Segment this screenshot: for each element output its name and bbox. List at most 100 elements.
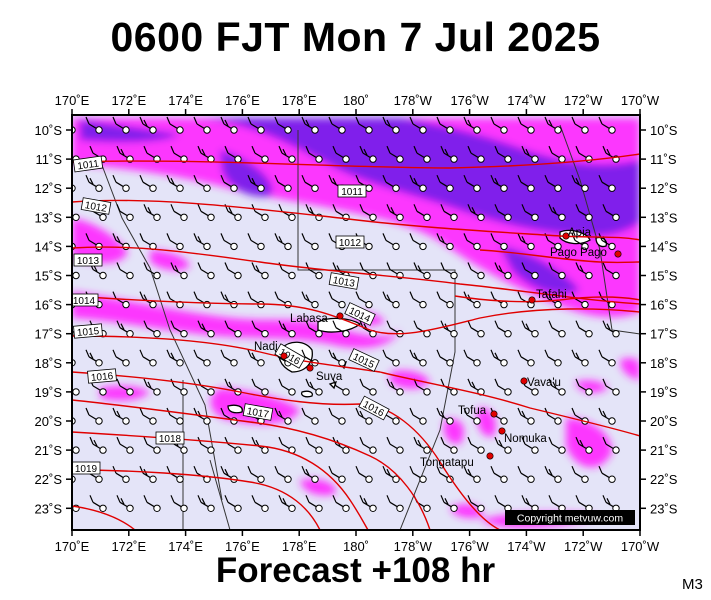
barb-feather xyxy=(143,262,148,270)
barb-feather xyxy=(143,145,148,154)
barb-feather xyxy=(413,320,418,328)
barb-station xyxy=(261,330,269,338)
barb-station xyxy=(608,126,616,134)
barb-feather xyxy=(409,174,414,183)
wind-barb xyxy=(89,436,107,454)
isobar-label: 1017 xyxy=(242,403,274,421)
barb-feather xyxy=(193,116,198,125)
wind-barb xyxy=(544,349,562,367)
barb-station xyxy=(180,271,188,280)
barb-feather xyxy=(440,378,445,387)
barb-feather xyxy=(247,465,252,474)
wind-barb xyxy=(598,116,616,134)
wind-barb xyxy=(220,116,238,134)
barb-station xyxy=(149,475,157,483)
barb-station xyxy=(126,504,134,512)
barb-feather xyxy=(112,349,117,358)
barb-station xyxy=(315,330,323,338)
barb-feather xyxy=(89,352,94,360)
barb-station xyxy=(477,330,485,338)
barb-station xyxy=(72,271,80,280)
isobar-label-box xyxy=(274,343,306,369)
barb-feather xyxy=(251,262,256,270)
barb-station xyxy=(423,271,431,280)
barb-station xyxy=(176,417,184,425)
barb-feather xyxy=(490,116,495,125)
wind-barb xyxy=(413,204,431,222)
barb-feather xyxy=(220,233,225,241)
barb-feather xyxy=(575,436,580,445)
wind-barb xyxy=(521,262,539,280)
city-marker xyxy=(528,296,536,304)
barb-feather xyxy=(89,145,94,154)
barb-feather xyxy=(143,378,148,387)
barb-feather xyxy=(139,349,144,358)
isobar-label-box xyxy=(358,395,390,421)
lat-label-right: 15˚S xyxy=(650,269,678,284)
barb-station xyxy=(473,300,481,309)
isobar-label-text: 1017 xyxy=(246,406,270,421)
barb-staff xyxy=(72,478,73,480)
barb-station xyxy=(392,242,400,251)
wind-barb xyxy=(409,349,427,367)
barb-feather xyxy=(409,349,414,358)
wind-barb xyxy=(224,436,242,454)
barb-station xyxy=(477,446,485,454)
lat-label-left: 23˚S xyxy=(35,501,63,516)
lon-label-bottom: 170˚E xyxy=(55,539,90,554)
model-code: M3 xyxy=(682,576,703,593)
place-label: Apia xyxy=(568,227,592,239)
isobar-label-text: 1014 xyxy=(73,296,96,307)
lon-label-top: 174˚E xyxy=(168,93,203,108)
wind-barb xyxy=(517,465,535,483)
barb-station xyxy=(203,126,211,134)
rain-area-light xyxy=(300,478,336,496)
lat-label-right: 19˚S xyxy=(650,385,678,400)
lat-label-right: 11˚S xyxy=(650,152,677,167)
barb-station xyxy=(365,184,373,192)
barb-feather xyxy=(359,436,364,445)
barb-feather xyxy=(278,495,283,503)
wind-barb xyxy=(436,349,454,367)
barb-feather xyxy=(224,378,229,387)
lon-label-bottom: 172˚W xyxy=(564,539,603,554)
wind-barb xyxy=(355,291,373,309)
barb-feather xyxy=(143,119,148,127)
wind-barb xyxy=(463,465,481,483)
lon-label-bottom: 176˚E xyxy=(225,539,260,554)
wind-barb xyxy=(548,262,566,280)
barb-feather xyxy=(409,465,414,474)
barb-staff xyxy=(72,129,73,130)
wind-barb xyxy=(521,378,539,396)
barb-station xyxy=(446,300,454,309)
wind-barb xyxy=(116,436,134,454)
barb-station xyxy=(72,446,80,454)
barb-feather xyxy=(544,349,549,358)
barb-station xyxy=(257,242,265,251)
barb-feather xyxy=(143,204,148,212)
isobar-line xyxy=(72,199,640,241)
barb-feather xyxy=(494,352,499,360)
barb-feather xyxy=(467,468,472,476)
barb-station xyxy=(288,213,296,222)
barb-feather xyxy=(147,381,152,389)
barb-station xyxy=(392,417,400,425)
lon-label-bottom: 178˚E xyxy=(282,539,317,554)
barb-station xyxy=(122,242,130,251)
barb-feather xyxy=(571,349,576,358)
wind-barb xyxy=(490,174,508,192)
barb-feather xyxy=(274,174,279,183)
wind-barb xyxy=(247,116,265,134)
lat-label-left: 13˚S xyxy=(35,210,63,225)
wind-barb xyxy=(220,233,238,251)
lat-label-right: 10˚S xyxy=(650,123,678,138)
wind-barb xyxy=(409,174,427,192)
isobar-label-box xyxy=(348,348,380,372)
city-marker xyxy=(520,377,528,385)
barb-feather xyxy=(301,407,306,416)
wind-barb xyxy=(85,174,103,192)
wind-barb xyxy=(332,495,350,512)
barb-feather xyxy=(116,320,121,328)
wind-barb xyxy=(386,436,404,454)
barb-feather xyxy=(575,378,580,387)
